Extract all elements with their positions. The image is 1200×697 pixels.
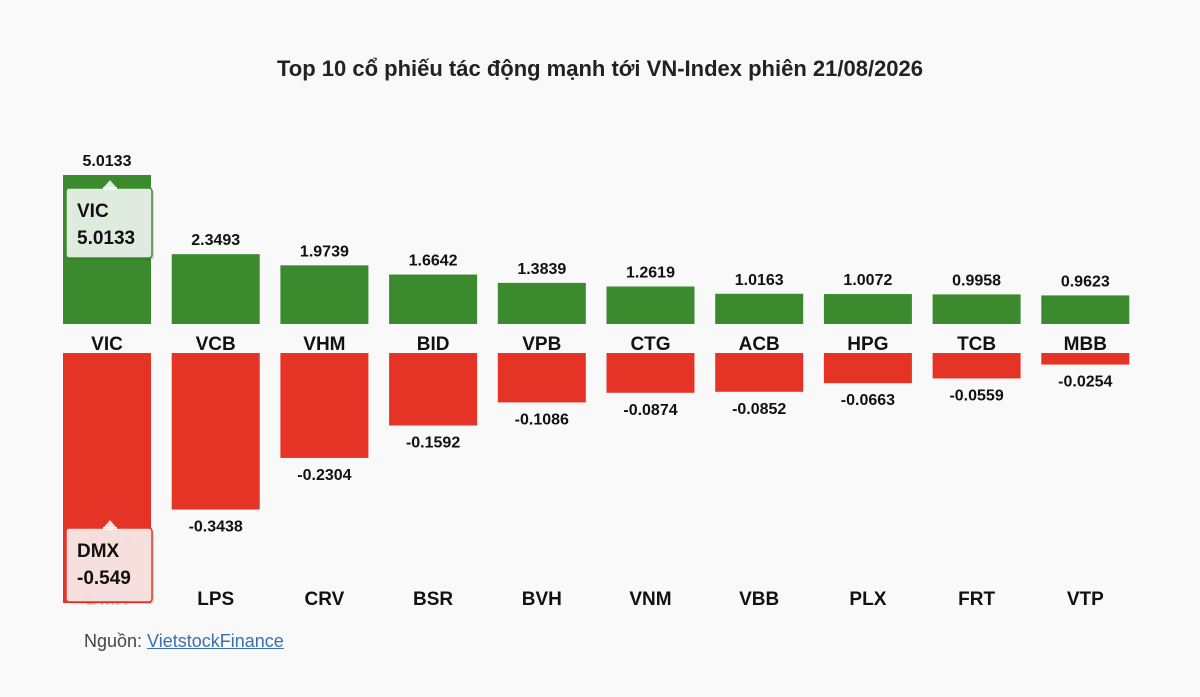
gain-bar-tcb[interactable]: [932, 294, 1021, 324]
gain-tick-label: HPG: [847, 334, 888, 355]
tooltip-vic: VIC 5.0133: [65, 177, 154, 260]
loss-bar-vnm[interactable]: [606, 353, 695, 393]
source-link[interactable]: VietstockFinance: [147, 631, 284, 651]
gain-bar-mbb[interactable]: [1041, 295, 1130, 324]
gain-tick-label: VIC: [91, 334, 123, 355]
loss-value-label: -0.0663: [841, 392, 895, 409]
tooltip-value: 5.0133: [77, 228, 135, 249]
loss-tick-label: BVH: [522, 589, 562, 610]
gain-tick-label: TCB: [957, 334, 996, 355]
gain-value-label: 1.2619: [626, 264, 675, 281]
loss-value-label: -0.2304: [297, 467, 351, 484]
loss-tick-label: LPS: [197, 589, 234, 610]
gain-bar-hpg[interactable]: [823, 294, 912, 324]
tooltip-name: DMX: [77, 541, 120, 562]
loss-value-label: -0.3438: [189, 519, 243, 536]
gain-bar-bid[interactable]: [389, 274, 478, 324]
gain-tick-label: VHM: [303, 334, 345, 355]
loss-bar-vtp[interactable]: [1041, 353, 1130, 365]
gain-bar-vpb[interactable]: [497, 282, 586, 324]
tooltip-dmx: DMX -0.549: [65, 517, 154, 604]
loss-bar-crv[interactable]: [280, 353, 369, 458]
loss-tick-label: VNM: [629, 589, 671, 610]
gain-value-label: 1.6642: [409, 253, 458, 270]
tooltip-name: VIC: [77, 201, 109, 222]
gain-value-label: 1.3839: [517, 261, 566, 278]
loss-bar-lps[interactable]: [171, 353, 260, 510]
gain-tick-label: VPB: [522, 334, 561, 355]
loss-value-label: -0.0254: [1058, 374, 1112, 391]
gain-value-label: 1.9739: [300, 243, 349, 260]
chart-title: Top 10 cổ phiếu tác động mạnh tới VN-Ind…: [276, 56, 924, 81]
loss-tick-label: VTP: [1067, 589, 1104, 610]
loss-value-label: -0.0559: [949, 387, 1003, 404]
loss-value-label: -0.1086: [515, 411, 569, 428]
loss-tick-label: PLX: [849, 589, 886, 610]
gain-value-label: 0.9623: [1061, 273, 1110, 290]
gain-bar-ctg[interactable]: [606, 286, 695, 324]
gain-value-label: 0.9958: [952, 272, 1001, 289]
loss-tick-label: FRT: [958, 589, 995, 610]
gain-value-label: 5.0133: [83, 153, 132, 170]
gain-bar-vcb[interactable]: [171, 254, 260, 324]
gain-tick-label: BID: [417, 334, 450, 355]
loss-bar-vbb[interactable]: [715, 353, 804, 392]
gain-tick-label: CTG: [630, 334, 670, 355]
loss-bar-plx[interactable]: [823, 353, 912, 384]
gain-tick-label: ACB: [739, 334, 780, 355]
gain-value-label: 2.3493: [191, 232, 240, 249]
source-prefix: Nguồn:: [84, 631, 148, 651]
loss-bar-frt[interactable]: [932, 353, 1021, 379]
loss-value-label: -0.0852: [732, 401, 786, 418]
loss-tick-label: CRV: [305, 589, 345, 610]
loss-value-label: -0.0874: [623, 402, 677, 419]
loss-bar-bvh[interactable]: [497, 353, 586, 403]
gain-value-label: 1.0163: [735, 272, 784, 289]
loss-tick-label: VBB: [739, 589, 779, 610]
tooltip-value: -0.549: [77, 568, 131, 589]
gain-tick-label: MBB: [1064, 334, 1107, 355]
gain-value-label: 1.0072: [843, 272, 892, 289]
source-note: Nguồn: VietstockFinance: [84, 631, 284, 652]
gain-tick-label: VCB: [196, 334, 236, 355]
gain-bar-vhm[interactable]: [280, 265, 369, 324]
loss-value-label: -0.1592: [406, 434, 460, 451]
loss-tick-label: BSR: [413, 589, 453, 610]
gain-bar-acb[interactable]: [715, 293, 804, 324]
loss-bar-bsr[interactable]: [389, 353, 478, 426]
